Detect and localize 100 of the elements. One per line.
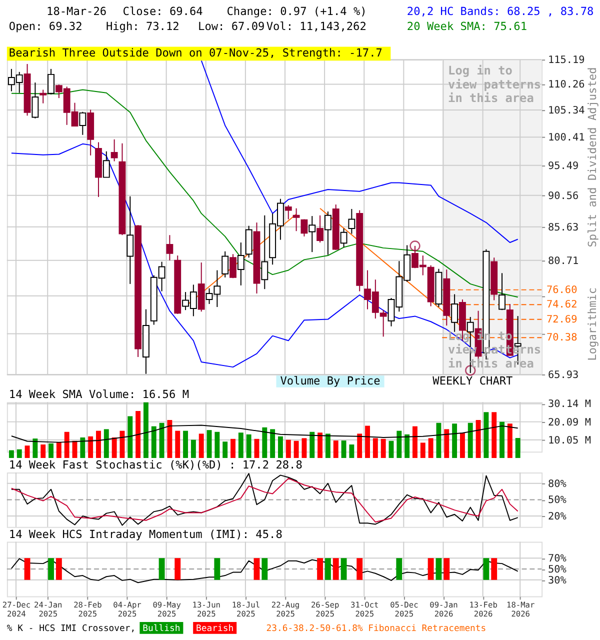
bar [222,442,228,458]
candlestick [40,89,47,104]
bar [198,434,204,458]
bar [357,434,362,458]
bar [388,440,394,458]
bar [484,412,489,458]
text: Bullish [142,624,180,634]
y-tick-label: 95.49 [548,160,579,172]
y-tick-label: 85.63 [548,222,579,234]
bar [230,438,236,458]
text: Bearish [196,624,234,634]
y-tick-label: 20% [548,512,566,522]
text: 18-Mar-26 [46,5,107,18]
bar [396,430,402,458]
bar [214,432,220,458]
candlestick [126,196,134,284]
bar [476,420,481,458]
y-tick-label: 100.41 [548,132,585,144]
candlestick [261,214,268,290]
bar [270,429,276,458]
bar [56,442,62,458]
ref-line-label: 74.62 [546,300,578,311]
band-label: Log in to view patterns in this area [448,63,542,106]
bar [468,422,473,458]
candlestick [340,228,348,248]
bar [318,432,323,458]
bar [112,437,117,458]
text: Low: 67.09 [198,20,265,33]
bar [500,422,504,458]
y-tick-label: 90.56 [548,190,579,202]
y-tick-label: 105.34 [548,106,585,117]
bar [246,434,252,458]
candlestick [166,234,174,261]
bar [238,432,244,458]
y-tick-label: 80.71 [548,256,579,267]
bar [128,416,133,458]
bar [143,402,148,458]
bar [278,436,283,458]
bar [104,429,109,458]
y-tick-label: 50% [548,564,566,576]
candlestick [230,254,236,279]
bar [159,422,164,458]
bar [507,424,512,458]
candlestick [300,218,308,237]
bar [420,442,426,458]
annotation: Volume By Price [280,374,381,388]
bar [16,449,22,458]
bar [96,430,101,458]
candlestick [222,250,229,278]
bar [206,430,212,458]
text: Logarithmic [586,287,600,361]
bar [365,426,370,458]
y-tick-label: 50% [548,495,566,506]
candlestick [292,208,300,232]
bar [515,438,520,458]
ref-line-label: 70.38 [546,332,578,344]
bar [412,426,418,458]
bar [294,440,299,458]
candlestick [48,68,54,95]
bar [32,438,38,458]
candlestick [308,216,316,253]
bar [175,430,180,458]
chart-title: 14 Week SMA Volume: 16.56 M [8,388,190,402]
bar [428,438,434,458]
bar [262,427,268,458]
bar [136,410,141,458]
text: Bearish Three Outside Down on 07-Nov-25, Strength: -17.7 [8,46,382,60]
bar [167,420,172,458]
bar [88,436,94,458]
y-tick-label: 10.05 M [548,435,591,446]
line-series [10,424,518,443]
bar [24,446,30,458]
bar [380,438,386,458]
y-tick-label: 20.09 M [548,417,591,428]
chart-title: 14 Week Fast Stochastic (%K)(%D) : 17.2 28.8 [8,458,302,472]
bar [254,438,260,458]
bar [460,432,465,458]
bar [183,430,188,458]
text: 20 Week SMA: 75.61 [406,20,527,33]
text: Change: 0.97 (+1.4 %) [226,5,367,18]
candlestick [79,111,86,136]
bar [151,426,156,458]
text: 20,2 HC Bands: 68.25 , 83.78 [406,5,594,18]
candlestick [102,150,110,178]
chart-title: 14 Week HCS Intraday Momentum (IMI): 45.8 [8,528,282,541]
bar [64,432,70,458]
text: 23.6-38.2-50-61.8% Fibonacci Retracements [266,624,486,634]
legend-title: % K - HCS IMI Crossover, [6,624,136,634]
text: Close: 69.64 [122,5,204,18]
y-tick-label: 80% [548,478,566,490]
y-tick-label: 30.14 M [548,399,591,410]
bar [444,429,450,458]
candlestick [237,242,244,286]
candlestick [498,272,506,311]
y-tick-label: 70% [548,554,566,565]
ref-line-label: 72.69 [546,314,578,326]
y-tick-label: 30% [548,575,566,586]
bar [310,432,315,458]
bar [48,443,54,458]
bar [333,440,338,458]
